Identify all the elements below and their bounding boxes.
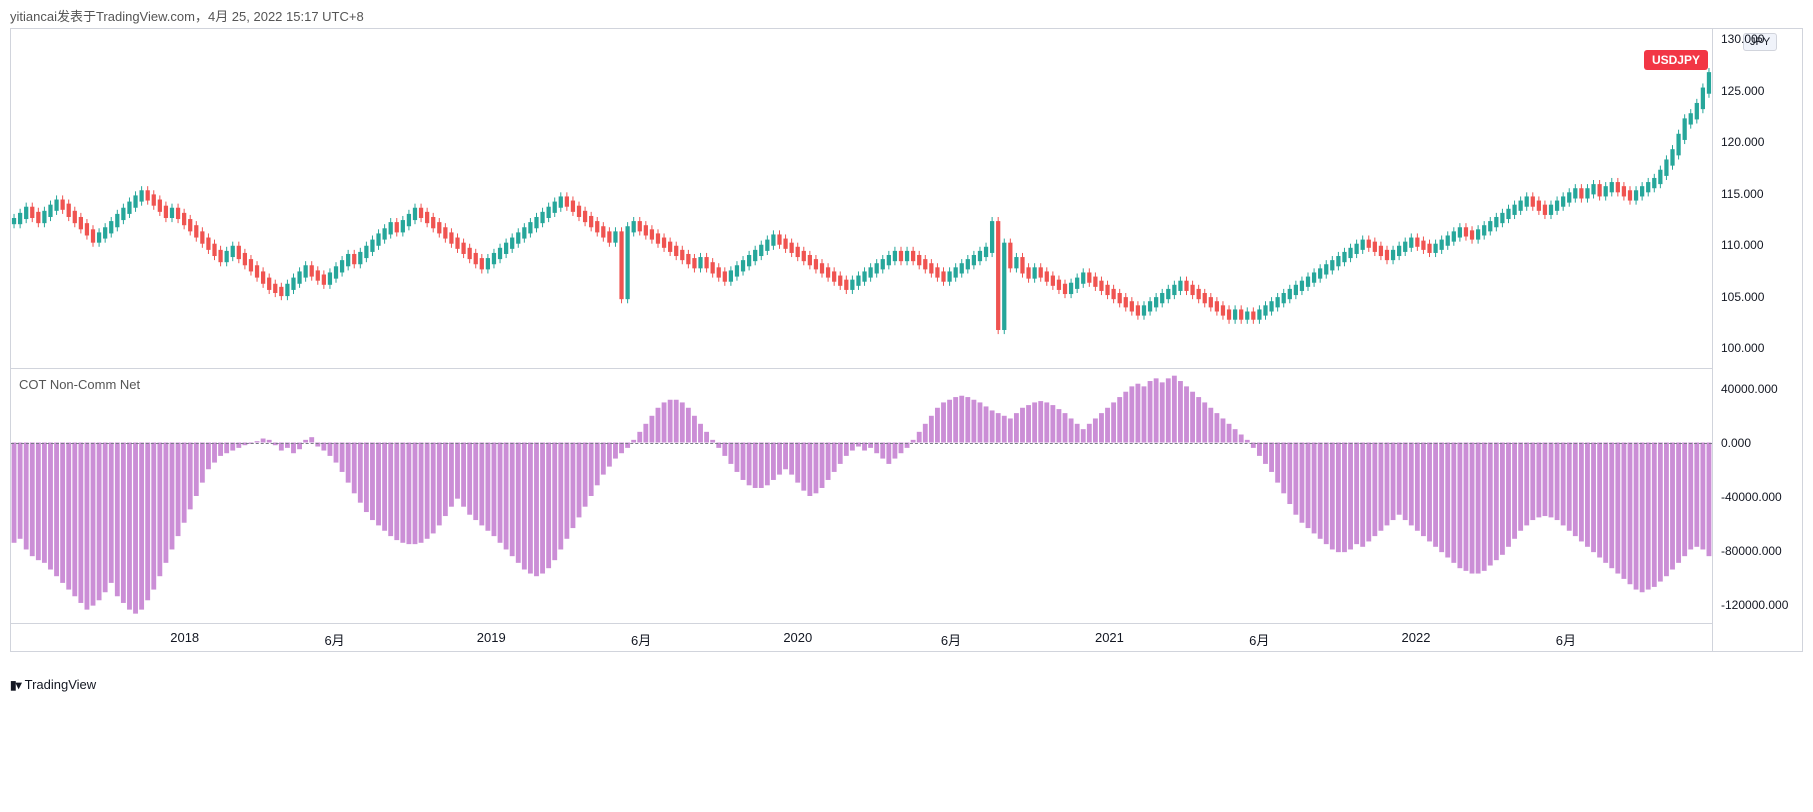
time-tick: 2020 — [783, 630, 812, 645]
price-candles — [11, 29, 1712, 368]
cot-ytick: 0.000 — [1721, 436, 1751, 450]
time-tick: 6月 — [324, 630, 344, 649]
chart-area[interactable]: USDJPY COT Non-Comm Net 2018 6月 2019 6月 2020… — [10, 28, 1803, 652]
time-axis: 2018 6月 2019 6月 2020 6月 2021 6月 2022 6月 — [11, 623, 1712, 651]
cot-title: COT Non-Comm Net — [19, 377, 140, 392]
attribution-text: yitiancai发表于TradingView.com，4月 25, 2022 … — [10, 9, 364, 24]
cot-ytick: -120000.000 — [1721, 598, 1788, 612]
price-ytick: 120.000 — [1721, 135, 1764, 149]
chart-wrapper: yitiancai发表于TradingView.com，4月 25, 2022 … — [0, 0, 1813, 812]
tv-logo-icon: ▮▾ — [10, 678, 21, 692]
time-tick: 6月 — [941, 630, 961, 649]
time-tick: 6月 — [631, 630, 651, 649]
time-tick: 6月 — [1249, 630, 1269, 649]
cot-ytick: -80000.000 — [1721, 544, 1782, 558]
price-ytick: 125.000 — [1721, 84, 1764, 98]
cot-bars — [11, 369, 1712, 623]
price-ytick: 105.000 — [1721, 290, 1764, 304]
time-tick: 2021 — [1095, 630, 1124, 645]
cot-ytick: 40000.000 — [1721, 382, 1778, 396]
time-tick: 6月 — [1556, 630, 1576, 649]
cot-pane[interactable]: COT Non-Comm Net — [11, 369, 1712, 623]
price-ytick: 110.000 — [1721, 238, 1764, 252]
time-tick: 2018 — [170, 630, 199, 645]
zero-line — [11, 443, 1712, 444]
y-axis: JPY 100.000105.000110.000115.000120.0001… — [1712, 29, 1802, 651]
time-tick: 2022 — [1402, 630, 1431, 645]
price-ytick: 130.000 — [1721, 32, 1764, 46]
brand-text: TradingView — [25, 677, 97, 692]
cot-ytick: -40000.000 — [1721, 490, 1782, 504]
price-ytick: 115.000 — [1721, 187, 1764, 201]
time-tick: 2019 — [477, 630, 506, 645]
price-pane[interactable]: USDJPY — [11, 29, 1712, 369]
price-ytick: 100.000 — [1721, 341, 1764, 355]
symbol-badge: USDJPY — [1644, 50, 1708, 70]
footer-brand: ▮▾ TradingView — [10, 677, 96, 692]
attribution-header: yitiancai发表于TradingView.com，4月 25, 2022 … — [0, 0, 1813, 29]
